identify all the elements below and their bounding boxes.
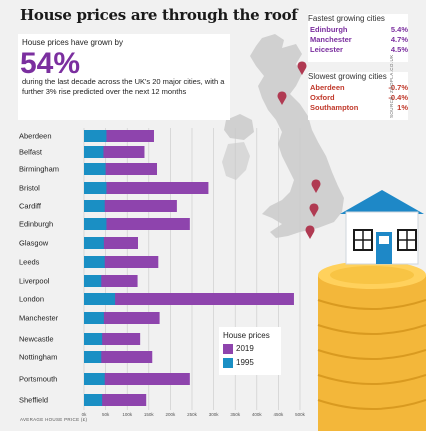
x-tick-label: 400k xyxy=(252,412,263,417)
slowest-pct: -0.4% xyxy=(388,93,408,102)
x-tick-label: 0k xyxy=(82,412,88,417)
category-label: Glasgow xyxy=(19,239,49,248)
bar-1995 xyxy=(84,312,104,324)
map-pin-icon xyxy=(277,91,287,105)
slowest-city: Southampton xyxy=(310,103,359,112)
bar-1995 xyxy=(84,394,103,406)
fastest-city: Leicester xyxy=(310,45,343,54)
x-tick-label: 150k xyxy=(144,412,155,417)
legend-label: 1995 xyxy=(236,358,254,368)
slowest-city: Aberdeen xyxy=(310,83,345,92)
bar-1995 xyxy=(84,256,105,268)
bar-1995 xyxy=(84,373,105,385)
bar-1995 xyxy=(84,182,107,194)
x-tick-label: 300k xyxy=(209,412,220,417)
x-tick-label: 500k xyxy=(295,412,306,417)
category-label: Edinburgh xyxy=(19,220,53,229)
chart-category-labels: Aberdeen Belfast Birmingham Bristol Cardiff E… xyxy=(19,132,59,405)
fastest-growing-panel: Fastest growing cities Edinburgh 5.4% Ma… xyxy=(308,14,408,62)
x-tick-label: 350k xyxy=(230,412,241,417)
category-label: Belfast xyxy=(19,148,43,157)
category-label: Aberdeen xyxy=(19,132,52,141)
bar-1995 xyxy=(84,200,105,212)
intro-lead: House prices have grown by xyxy=(22,38,123,47)
map-pins xyxy=(277,61,321,239)
fastest-city: Manchester xyxy=(310,35,352,44)
x-tick-label: 250k xyxy=(187,412,198,417)
x-tick-label: 450k xyxy=(274,412,285,417)
category-label: London xyxy=(19,295,44,304)
map-pin-icon xyxy=(311,179,321,193)
category-label: Sheffield xyxy=(19,396,48,405)
fastest-growing-title: Fastest growing cities xyxy=(308,14,385,23)
bar-1995 xyxy=(84,237,104,249)
intro-panel: House prices have grown by 54% during th… xyxy=(18,34,230,120)
map-great-britain xyxy=(250,34,344,238)
bar-1995 xyxy=(84,130,107,142)
map-northern-ireland xyxy=(224,114,254,140)
x-tick-label: 100k xyxy=(122,412,133,417)
chart-legend: House prices 2019 1995 xyxy=(219,327,281,375)
fastest-row: Edinburgh 5.4% xyxy=(308,25,408,35)
slowest-row: Southampton 1% xyxy=(308,103,408,113)
map-pin-icon xyxy=(305,225,315,239)
slowest-city: Oxford xyxy=(310,93,335,102)
bar-2019 xyxy=(84,373,190,385)
bar-1995 xyxy=(84,146,104,158)
bar-1995 xyxy=(84,351,102,363)
slowest-pct: -0.7% xyxy=(388,83,408,92)
map-ireland-fragment xyxy=(222,142,250,180)
legend-title: House prices xyxy=(223,331,270,340)
fastest-row: Manchester 4.7% xyxy=(308,35,408,45)
bar-1995 xyxy=(84,293,116,305)
category-label: Newcastle xyxy=(19,335,54,344)
legend-item-2019: 2019 xyxy=(223,344,254,354)
slowest-growing-panel: Slowest growing cities Aberdeen -0.7% Ox… xyxy=(308,72,408,120)
intro-description: during the last decade across the UK's 2… xyxy=(22,77,225,96)
legend-swatch-1995 xyxy=(223,358,233,368)
slowest-row: Oxford -0.4% xyxy=(308,93,408,103)
category-label: Manchester xyxy=(19,314,59,323)
category-label: Bristol xyxy=(19,184,40,193)
map-pin-icon xyxy=(309,203,319,217)
bar-2019 xyxy=(84,218,190,230)
slowest-row: Aberdeen -0.7% xyxy=(308,83,408,93)
fastest-row: Leicester 4.5% xyxy=(308,45,408,55)
fastest-pct: 4.5% xyxy=(390,45,408,54)
chart-bars xyxy=(84,130,294,406)
legend-item-1995: 1995 xyxy=(223,358,254,368)
coin-stack-illustration xyxy=(317,261,426,431)
category-label: Portsmouth xyxy=(19,375,57,384)
x-axis-title: AVERAGE HOUSE PRICE (£) xyxy=(20,417,88,422)
slowest-growing-title: Slowest growing cities xyxy=(308,72,387,81)
bar-2019 xyxy=(84,200,177,212)
headline-stat: 54% xyxy=(20,47,81,80)
legend-swatch-2019 xyxy=(223,344,233,354)
bar-1995 xyxy=(84,218,107,230)
chart-x-tick-labels: 0k 50k 100k 150k 200k 250k 300k 350k 400k 450k 500… xyxy=(82,412,306,417)
category-label: Cardiff xyxy=(19,202,42,211)
x-tick-label: 200k xyxy=(166,412,177,417)
page-title: House prices are through the roof xyxy=(20,6,298,24)
house-illustration xyxy=(340,190,424,265)
slowest-pct: 1% xyxy=(397,103,408,112)
fastest-pct: 4.7% xyxy=(390,35,408,44)
bar-1995 xyxy=(84,163,106,175)
category-label: Nottingham xyxy=(19,353,57,362)
category-label: Liverpool xyxy=(19,277,50,286)
x-tick-label: 50k xyxy=(102,412,110,417)
fastest-city: Edinburgh xyxy=(310,25,348,34)
fastest-pct: 5.4% xyxy=(390,25,408,34)
bar-1995 xyxy=(84,275,102,287)
category-label: Birmingham xyxy=(19,165,59,174)
legend-label: 2019 xyxy=(236,344,254,354)
category-label: Leeds xyxy=(19,258,40,267)
source-credit: SOURCE: ZOOPLA.CO.UK xyxy=(389,54,394,118)
bar-2019 xyxy=(84,182,209,194)
map-pin-icon xyxy=(297,61,307,75)
bar-2019 xyxy=(84,293,294,305)
bar-1995 xyxy=(84,333,103,345)
